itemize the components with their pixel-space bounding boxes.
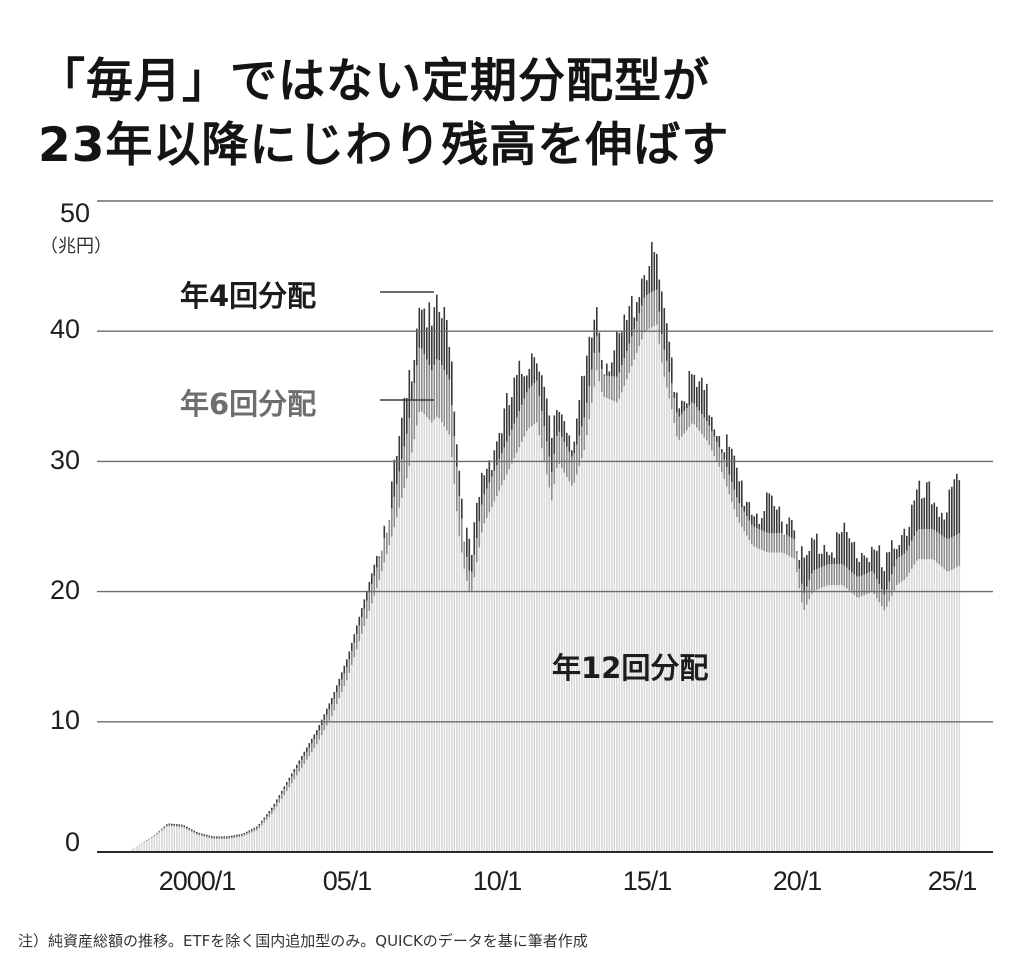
y-tick-50: 50 — [59, 198, 90, 228]
x-tick-2000: 2000/1 — [158, 866, 237, 896]
x-tick-2025: 25/1 — [927, 866, 978, 896]
y-tick-10: 10 — [49, 705, 80, 735]
series-label-quarterly: 年4回分配 — [180, 279, 317, 313]
y-tick-20: 20 — [49, 575, 80, 605]
x-tick-2010: 10/1 — [472, 866, 523, 896]
x-tick-2005: 05/1 — [322, 866, 373, 896]
source-note: 注）純資産総額の推移。ETFを除く国内追加型のみ。QUICKのデータを基に筆者作… — [18, 932, 588, 950]
y-tick-0: 0 — [64, 827, 80, 857]
x-tick-2020: 20/1 — [772, 866, 823, 896]
y-axis-unit: （兆円） — [40, 236, 112, 257]
title-line-1: 「毎月」ではない定期分配型が — [38, 54, 710, 109]
y-tick-30: 30 — [49, 445, 80, 475]
series-label-bimonthly: 年6回分配 — [180, 387, 317, 421]
chart-title: 「毎月」ではない定期分配型が 23年以降にじわり残高を伸ばす — [38, 50, 729, 178]
series-label-monthly: 年12回分配 — [552, 651, 709, 685]
title-line-2: 23年以降にじわり残高を伸ばす — [38, 118, 730, 173]
x-tick-2015: 15/1 — [622, 866, 673, 896]
y-tick-40: 40 — [49, 314, 80, 344]
